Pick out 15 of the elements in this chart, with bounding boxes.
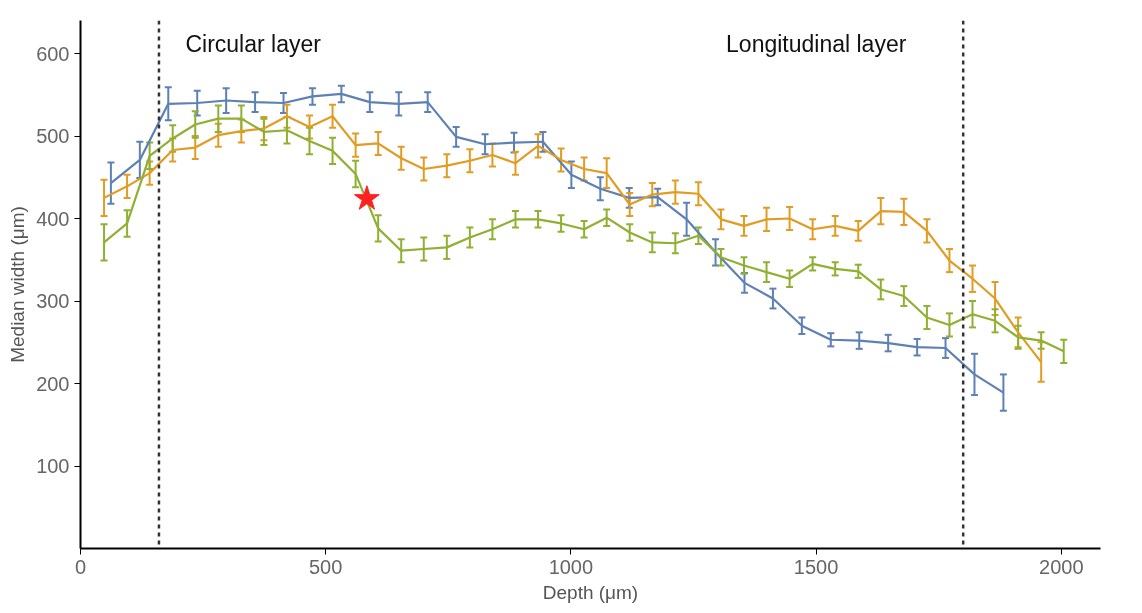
x-tick-label: 500 [309, 555, 343, 578]
y-tick-label: 100 [36, 455, 70, 477]
x-tick-label: 1000 [548, 555, 594, 578]
annotation: Longitudinal layer [726, 31, 907, 58]
y-tick-label: 500 [36, 125, 70, 147]
y-tick-label: 200 [36, 372, 70, 395]
y-tick-label: 600 [36, 42, 70, 65]
x-tick-label: 2000 [1039, 555, 1084, 578]
x-axis-title: Depth (μm) [542, 581, 639, 603]
x-tick-label: 1500 [793, 555, 839, 578]
annotation: Circular layer [185, 31, 322, 58]
x-tick-label: 0 [74, 555, 87, 578]
y-axis-title: Median width (μm) [7, 206, 29, 363]
y-tick-label: 400 [36, 207, 70, 230]
y-tick-label: 300 [36, 290, 70, 312]
